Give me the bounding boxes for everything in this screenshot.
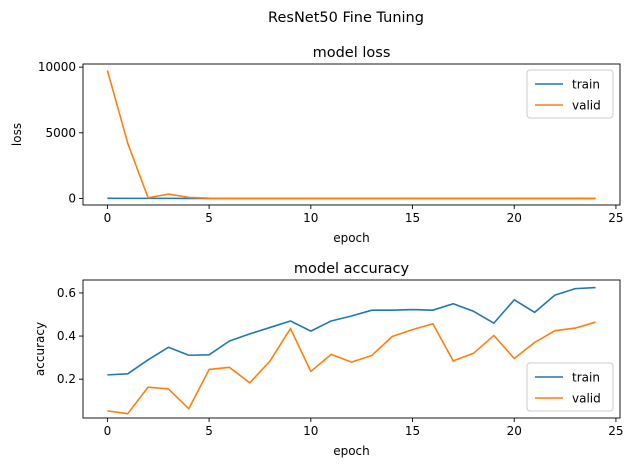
loss-y-tick-label: 0 bbox=[68, 191, 76, 205]
accuracy-y-tick-label: 0.6 bbox=[57, 286, 76, 300]
loss-x-tick-label: 10 bbox=[303, 211, 318, 225]
loss-x-tick-label: 20 bbox=[507, 211, 522, 225]
loss-chart-title: model loss bbox=[313, 45, 391, 61]
accuracy-x-tick-label: 25 bbox=[608, 424, 623, 438]
accuracy-x-tick-label: 20 bbox=[507, 424, 522, 438]
accuracy-y-tick-label: 0.2 bbox=[57, 372, 76, 386]
accuracy-series-valid bbox=[107, 321, 596, 415]
accuracy-y-axis-label: accuracy bbox=[33, 322, 47, 376]
loss-x-tick-label: 0 bbox=[104, 211, 112, 225]
accuracy-y-tick-label: 0.4 bbox=[57, 329, 76, 343]
loss-legend-label-valid: valid bbox=[572, 99, 601, 113]
accuracy-legend-label-valid: valid bbox=[572, 392, 601, 406]
accuracy-legend-label-train: train bbox=[572, 371, 600, 385]
accuracy-legend: train valid bbox=[526, 362, 614, 412]
loss-x-tick-label: 15 bbox=[405, 211, 420, 225]
accuracy-legend-box bbox=[526, 362, 614, 412]
loss-x-axis-label: epoch bbox=[333, 231, 370, 245]
accuracy-x-tick-label: 10 bbox=[303, 424, 318, 438]
accuracy-series-train bbox=[107, 286, 596, 376]
loss-x-tick-label: 5 bbox=[205, 211, 213, 225]
accuracy-chart-title: model accuracy bbox=[294, 261, 410, 277]
loss-x-tick-label: 25 bbox=[608, 211, 623, 225]
accuracy-x-tick-label: 0 bbox=[104, 424, 112, 438]
accuracy-x-axis-label: epoch bbox=[333, 444, 370, 458]
accuracy-chart: model accuracy 0 5 10 15 20 25 0.2 0.4 0.6 epoch ac… bbox=[33, 261, 624, 458]
loss-y-tick-label: 5000 bbox=[45, 126, 76, 140]
loss-legend: train valid bbox=[526, 69, 614, 119]
loss-axes-frame bbox=[82, 63, 621, 206]
loss-legend-label-train: train bbox=[572, 78, 600, 92]
accuracy-x-tick-label: 5 bbox=[205, 424, 213, 438]
loss-y-axis-label: loss bbox=[10, 123, 24, 146]
figure-title: ResNet50 Fine Tuning bbox=[268, 10, 424, 26]
loss-y-tick-label: 10000 bbox=[38, 60, 76, 74]
loss-legend-box bbox=[526, 69, 614, 119]
loss-series-valid bbox=[106, 70, 596, 200]
loss-chart: model loss 0 5 10 15 20 25 0 5000 10000 epoch loss t… bbox=[10, 45, 624, 245]
accuracy-x-tick-label: 15 bbox=[405, 424, 420, 438]
accuracy-axes-frame bbox=[82, 279, 621, 419]
